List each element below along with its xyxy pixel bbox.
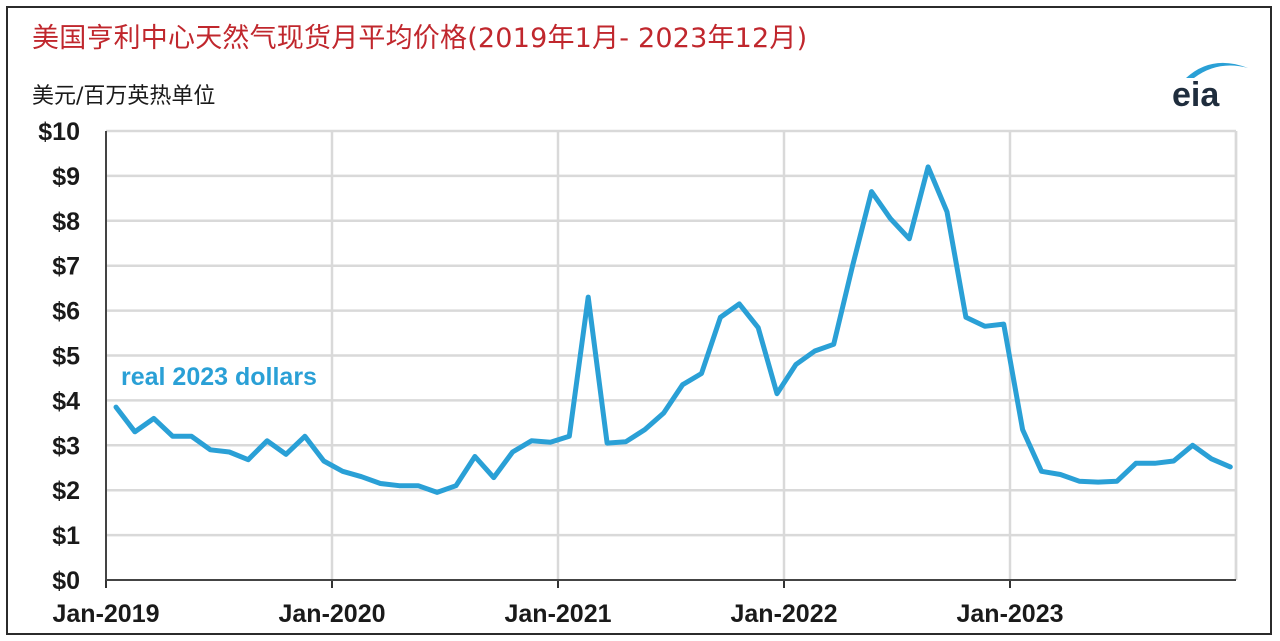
y-axis-unit-label: 美元/百万英热单位	[32, 84, 216, 109]
y-tick-label: $8	[52, 208, 80, 236]
y-tick-label: $0	[52, 567, 80, 595]
x-tick-label: Jan-2019	[52, 600, 159, 628]
chart-title: 美国亨利中心天然气现货月平均价格(2019年1月- 2023年12月)	[32, 23, 808, 54]
y-tick-label: $7	[52, 253, 80, 281]
y-tick-label: $5	[52, 343, 80, 371]
axes	[105, 131, 1236, 588]
x-tick-label: Jan-2021	[504, 600, 611, 628]
y-tick-label: $3	[52, 432, 80, 460]
gridlines	[106, 129, 1238, 580]
chart-frame	[6, 6, 1272, 635]
y-tick-labels: $0 $1 $2 $3 $4 $5 $6 $7 $8 $9 $10	[38, 118, 80, 595]
series-lines	[113, 164, 1233, 495]
y-tick-label: $6	[52, 298, 80, 326]
eia-logo: eia	[1172, 62, 1248, 112]
y-tick-label: $2	[52, 477, 80, 505]
y-tick-label: $9	[52, 163, 80, 191]
series-annotation: real 2023 dollars	[121, 363, 317, 391]
x-tick-label: Jan-2022	[730, 600, 837, 628]
x-tick-labels: Jan-2019 Jan-2020 Jan-2021 Jan-2022 Jan-2023	[52, 600, 1063, 628]
eia-logo-text: eia	[1172, 76, 1220, 112]
y-tick-label: $4	[52, 387, 80, 415]
y-tick-label: $10	[38, 118, 80, 146]
y-tick-label: $1	[52, 522, 80, 550]
x-tick-label: Jan-2023	[956, 600, 1063, 628]
x-tick-label: Jan-2020	[278, 600, 385, 628]
series-line	[113, 164, 1233, 495]
eia-logo-swoosh	[1186, 62, 1248, 78]
